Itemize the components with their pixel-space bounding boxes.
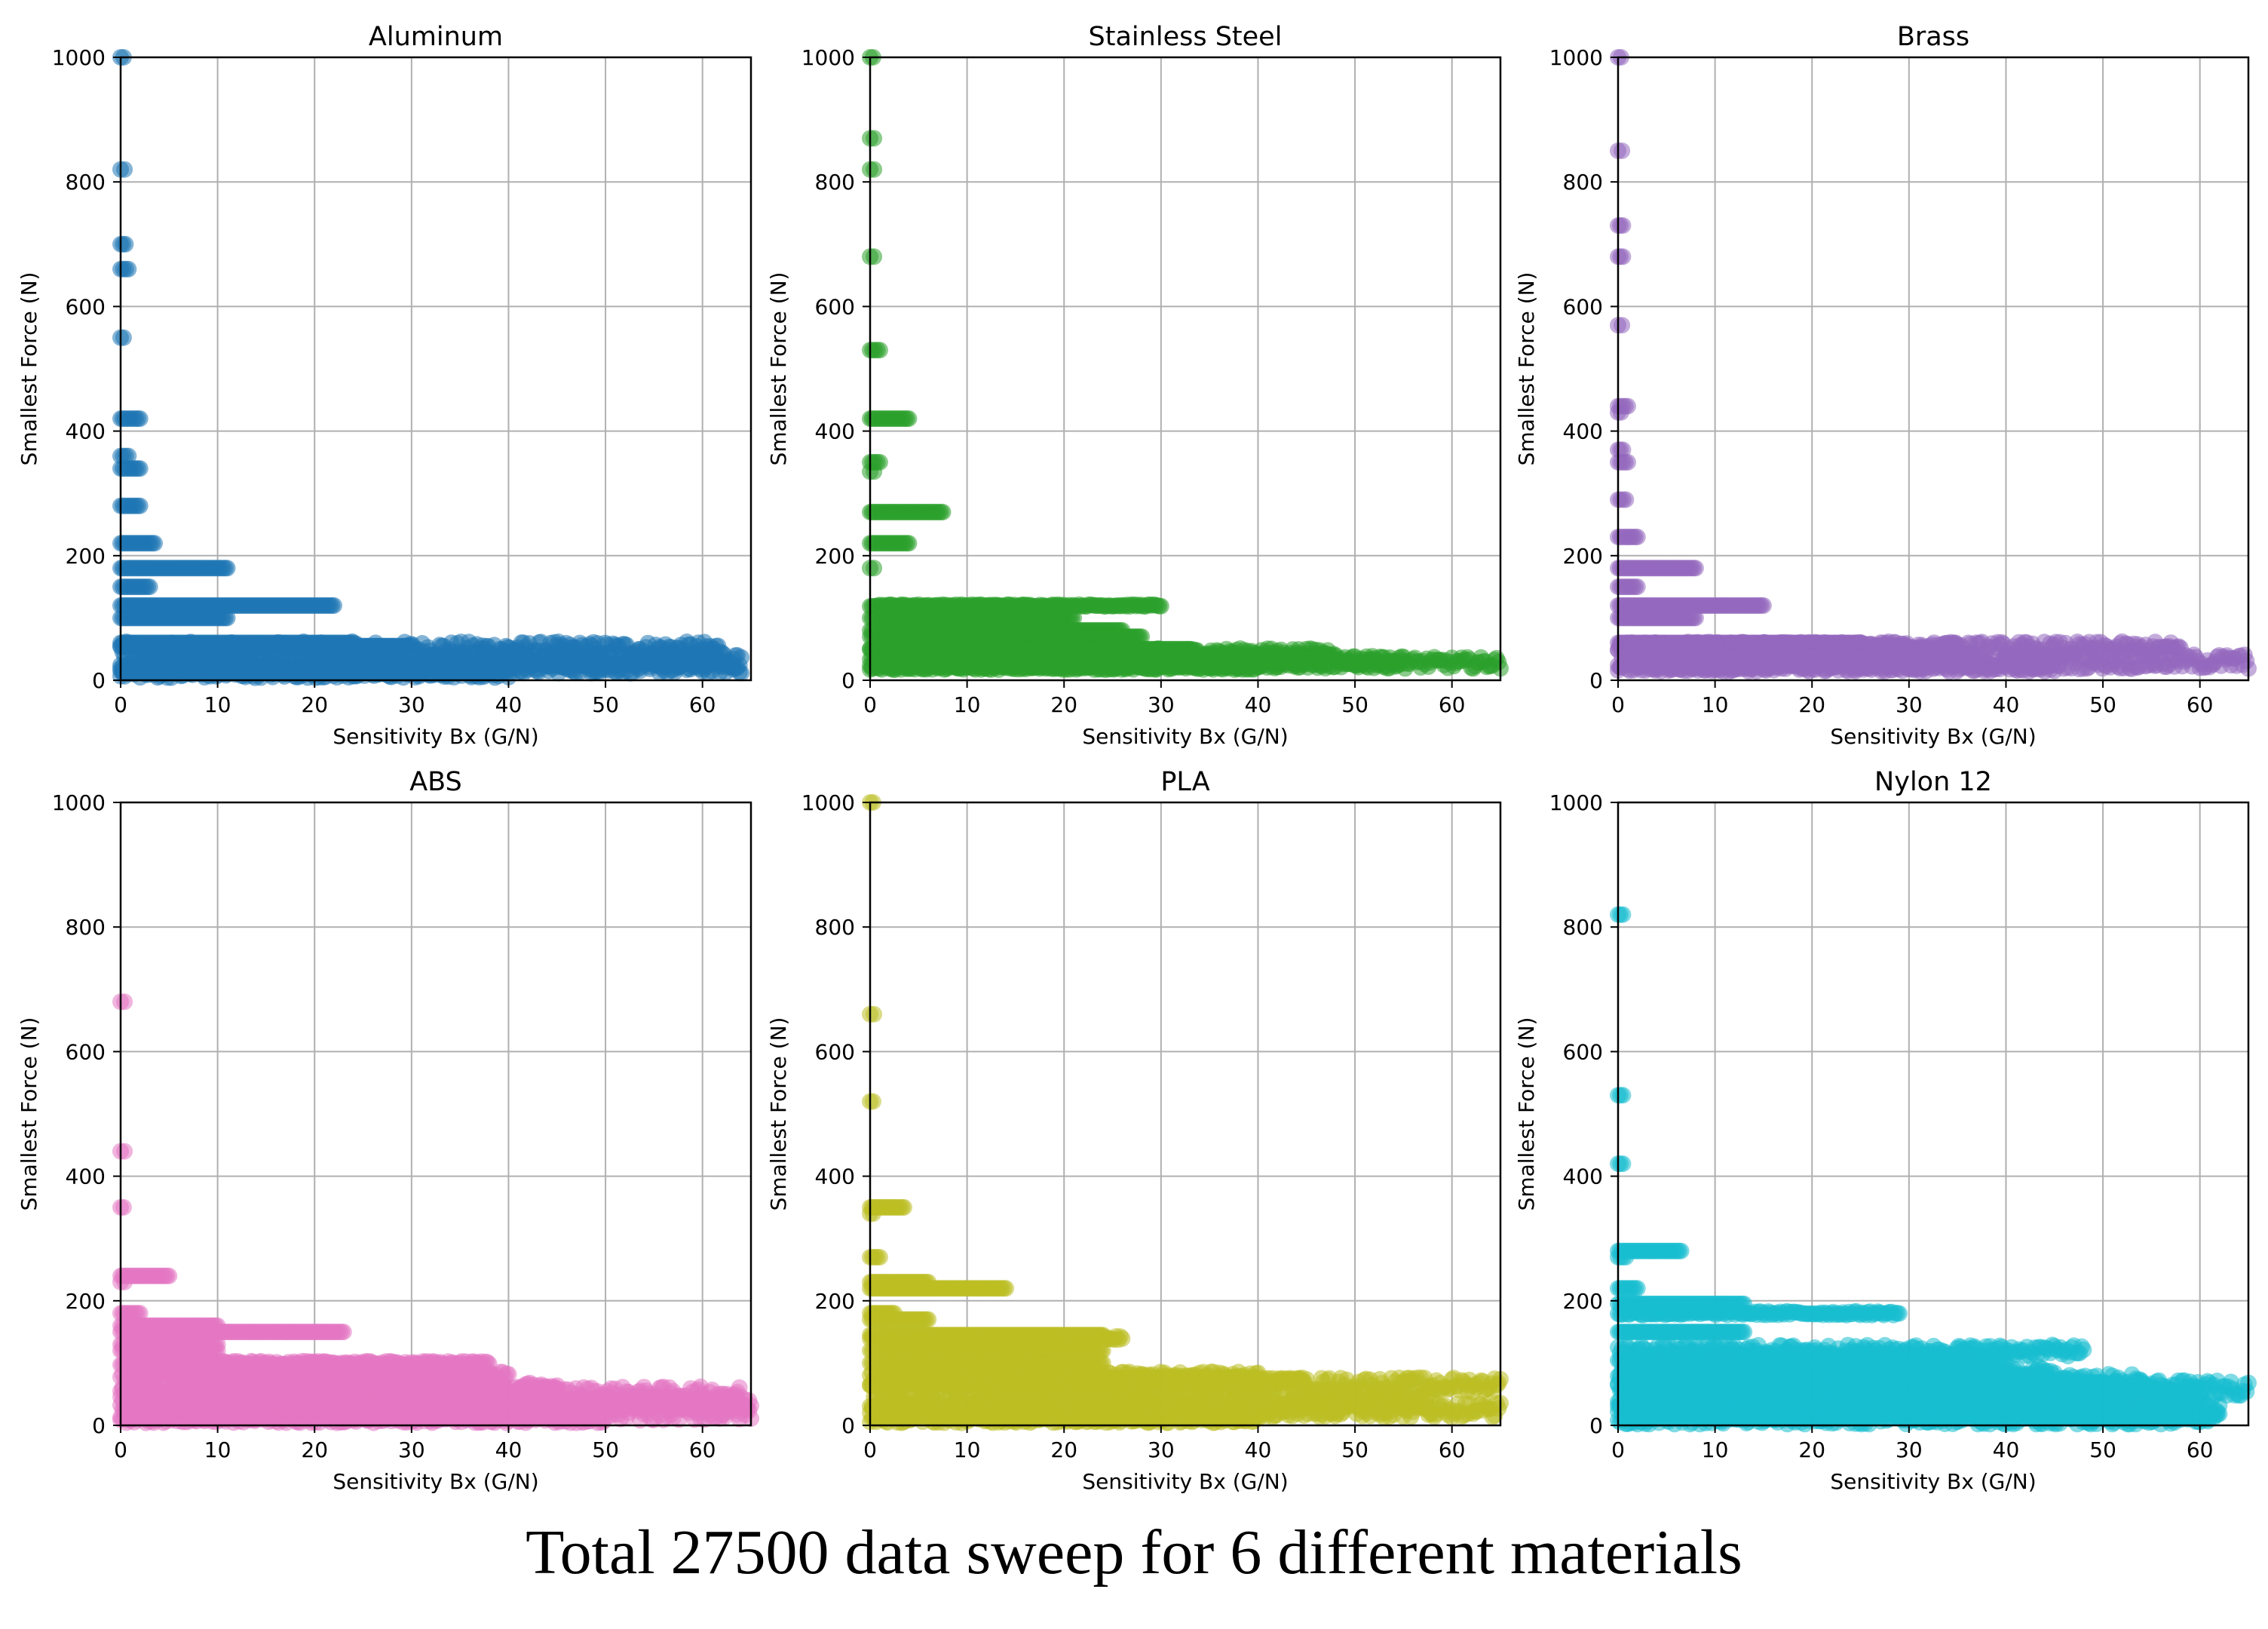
subplot-aluminum: 0 10 20 30 40 50 6002004006008001000AluminumSe… [17, 22, 752, 749]
data-point [1152, 597, 1169, 615]
data-point [900, 410, 918, 428]
scatter-points [1610, 49, 2257, 680]
data-point [866, 130, 883, 147]
data-point [1614, 317, 1631, 334]
y-tick-label: 400 [66, 419, 106, 444]
y-tick-label: 600 [815, 294, 855, 319]
axes-frame [119, 56, 752, 682]
data-point [866, 248, 883, 265]
data-point [219, 609, 236, 627]
data-point [326, 597, 342, 614]
x-tick-label: 0 [114, 692, 127, 717]
x-tick-label: 40 [495, 692, 523, 717]
data-point [866, 560, 883, 577]
data-point [146, 535, 163, 552]
x-tick-label: 10 [954, 692, 981, 717]
data-point [866, 463, 883, 480]
data-point [866, 161, 883, 178]
axes-frame [869, 56, 1502, 682]
data-point [1629, 578, 1646, 596]
x-axis-label: Sensitivity Bx (G/N) [1082, 724, 1288, 749]
data-point [1614, 217, 1632, 234]
data-point [871, 342, 888, 359]
data-point [733, 664, 750, 682]
data-point [1629, 529, 1646, 545]
y-tick-label: 0 [841, 668, 855, 693]
x-tick-label: 30 [398, 692, 425, 717]
data-point [219, 560, 236, 577]
x-tick-label: 10 [204, 692, 231, 717]
scatter-points [112, 49, 750, 686]
y-tick-label: 200 [66, 544, 106, 569]
data-point [115, 329, 132, 346]
scatter-points [862, 49, 1509, 678]
x-tick-label: 0 [863, 692, 877, 717]
y-tick-label: 600 [66, 294, 106, 319]
data-point [141, 578, 158, 596]
data-point [1249, 658, 1267, 675]
data-point [116, 161, 133, 178]
x-tick-label: 50 [1341, 692, 1368, 717]
x-tick-label: 20 [1050, 692, 1077, 717]
data-point [1687, 560, 1704, 577]
data-point [120, 447, 137, 465]
subplot-brass: 0 10 20 30 40 50 6002004006008001000BrassSensi… [1514, 22, 2257, 749]
data-point [1617, 491, 1635, 508]
x-tick-label: 20 [301, 692, 328, 717]
x-tick-label: 30 [1148, 692, 1175, 717]
y-tick-label: 1000 [801, 45, 855, 70]
subplot-stainless-steel: 0 10 20 30 40 50 6002004006008001000Stainless … [766, 22, 1509, 749]
x-tick-label: 60 [689, 692, 716, 717]
y-axis-label: Smallest Force (N) [766, 272, 791, 466]
data-point [117, 235, 134, 253]
subplot-title: Aluminum [369, 22, 503, 52]
y-tick-label: 200 [815, 544, 855, 569]
data-point [1614, 248, 1632, 265]
x-tick-label: 40 [1245, 692, 1272, 717]
data-point [131, 410, 149, 428]
x-axis-label: Sensitivity Bx (G/N) [333, 724, 538, 749]
y-tick-label: 1000 [52, 45, 106, 70]
data-point [900, 535, 918, 552]
y-axis-label: Smallest Force (N) [17, 272, 41, 466]
data-point [1614, 142, 1631, 159]
y-tick-label: 800 [815, 170, 855, 195]
data-point [120, 260, 137, 278]
y-tick-label: 400 [815, 419, 855, 444]
x-tick-label: 50 [592, 692, 619, 717]
data-point [131, 497, 149, 514]
data-point [934, 504, 952, 520]
subplot-title: Stainless Steel [1089, 22, 1283, 52]
data-point [1612, 403, 1629, 421]
y-tick-label: 800 [66, 170, 106, 195]
y-tick-label: 0 [92, 668, 106, 693]
data-point [1687, 609, 1704, 627]
x-tick-label: 60 [1439, 692, 1466, 717]
data-point [1619, 453, 1636, 471]
data-point [1755, 597, 1772, 614]
data-point [131, 460, 149, 477]
